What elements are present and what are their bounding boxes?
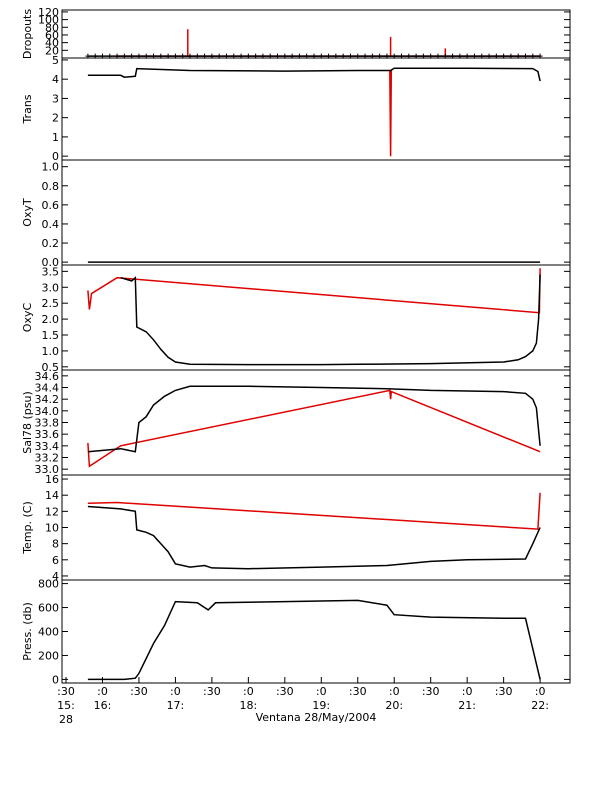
y-tick-label: 0.2 bbox=[42, 237, 60, 250]
y-tick-label: 14 bbox=[45, 489, 59, 502]
x-tick-label: :0 bbox=[389, 685, 400, 698]
y-tick-label: 34.4 bbox=[35, 382, 60, 395]
y-tick-label: 0 bbox=[52, 150, 59, 163]
x-tick-label: 22: bbox=[531, 699, 549, 712]
x-tick-label: 16: bbox=[94, 699, 112, 712]
x-tick-label: 18: bbox=[240, 699, 258, 712]
panel-frame bbox=[61, 159, 571, 266]
y-tick-label: 4 bbox=[52, 570, 59, 583]
y-tick-label: 34.6 bbox=[35, 370, 60, 383]
y-axis-label: OxyT bbox=[21, 198, 34, 227]
y-tick-label: 5 bbox=[52, 54, 59, 67]
y-axis-label: OxyC bbox=[21, 303, 34, 333]
panel-frame bbox=[61, 579, 571, 684]
y-tick-label: 34.2 bbox=[35, 393, 60, 406]
y-tick-label: 80 bbox=[45, 21, 59, 34]
x-tick-label: :30 bbox=[276, 685, 294, 698]
y-tick-label: 0.4 bbox=[42, 218, 60, 231]
y-tick-label: 400 bbox=[38, 626, 59, 639]
y-tick-label: 0.0 bbox=[42, 256, 60, 269]
y-tick-label: 16 bbox=[45, 473, 59, 486]
x-tick-label: :0 bbox=[316, 685, 327, 698]
data-line bbox=[117, 29, 541, 57]
x-tick-label: 21: bbox=[458, 699, 476, 712]
x-axis-label: Ventana 28/May/2004 bbox=[256, 711, 377, 724]
y-tick-label: 0 bbox=[52, 673, 59, 686]
y-tick-label: 60 bbox=[45, 29, 59, 42]
panel-frame bbox=[61, 474, 571, 581]
y-tick-label: 120 bbox=[38, 6, 59, 19]
x-tick-label: 20: bbox=[385, 699, 403, 712]
panel-frame bbox=[61, 264, 571, 371]
x-tick-label: 17: bbox=[167, 699, 185, 712]
x-tick-label: :0 bbox=[243, 685, 254, 698]
data-line bbox=[87, 389, 541, 468]
y-tick-label: 33.4 bbox=[35, 440, 60, 453]
y-tick-label: 33.2 bbox=[35, 452, 60, 465]
x-tick-label: :0 bbox=[535, 685, 546, 698]
y-tick-label: 34.0 bbox=[35, 405, 60, 418]
y-tick-label: 6 bbox=[52, 554, 59, 567]
data-line bbox=[87, 268, 541, 314]
y-tick-label: 1 bbox=[52, 131, 59, 144]
data-line bbox=[87, 505, 541, 570]
y-axis-label: Press. (db) bbox=[21, 602, 34, 661]
y-tick-label: 0.8 bbox=[42, 180, 60, 193]
y-tick-label: 3.5 bbox=[42, 265, 60, 278]
y-tick-label: 2.5 bbox=[42, 297, 60, 310]
y-tick-label: 20 bbox=[45, 44, 59, 57]
x-tick-label: :0 bbox=[462, 685, 473, 698]
y-tick-label: 10 bbox=[45, 522, 59, 535]
x-tick-label: :30 bbox=[57, 685, 75, 698]
x-tick-label: :30 bbox=[349, 685, 367, 698]
y-tick-label: 1.0 bbox=[42, 345, 60, 358]
y-tick-label: 8 bbox=[52, 538, 59, 551]
data-line bbox=[120, 274, 541, 366]
x-tick-label: :0 bbox=[97, 685, 108, 698]
x-tick-label: :0 bbox=[170, 685, 181, 698]
y-tick-label: 40 bbox=[45, 37, 59, 50]
y-tick-label: 3.0 bbox=[42, 281, 60, 294]
y-tick-label: 200 bbox=[38, 649, 59, 662]
y-tick-label: 3 bbox=[52, 92, 59, 105]
panel-frame bbox=[61, 9, 571, 59]
data-line bbox=[87, 67, 541, 82]
y-tick-label: 33.6 bbox=[35, 428, 60, 441]
data-line bbox=[87, 599, 541, 681]
y-tick-label: 12 bbox=[45, 505, 59, 518]
y-tick-label: 100 bbox=[38, 14, 59, 27]
y-tick-label: 800 bbox=[38, 578, 59, 591]
x-tick-label: 19: bbox=[312, 699, 330, 712]
y-tick-label: 33.0 bbox=[35, 463, 60, 476]
data-line bbox=[389, 69, 393, 157]
x-tick-label: :30 bbox=[422, 685, 440, 698]
y-axis-label: Temp. (C) bbox=[21, 501, 34, 555]
y-tick-label: 600 bbox=[38, 602, 59, 615]
x-tick-label: 28 bbox=[59, 713, 73, 726]
data-line bbox=[87, 385, 541, 453]
x-tick-label: :30 bbox=[495, 685, 513, 698]
y-tick-label: 0.5 bbox=[42, 361, 60, 374]
x-tick-label: :30 bbox=[203, 685, 221, 698]
y-axis-label: Trans bbox=[21, 94, 34, 124]
y-tick-label: 0.6 bbox=[42, 199, 60, 212]
y-axis-label: Dropouts bbox=[21, 9, 34, 59]
y-tick-label: 2 bbox=[52, 112, 59, 125]
y-tick-label: 2.0 bbox=[42, 313, 60, 326]
y-axis-label: Sal78 (psu) bbox=[21, 391, 34, 454]
y-tick-label: 4 bbox=[52, 73, 59, 86]
y-tick-label: 33.8 bbox=[35, 417, 60, 430]
panel-frame bbox=[61, 57, 571, 161]
y-tick-label: 1.5 bbox=[42, 329, 60, 342]
x-tick-label: :30 bbox=[130, 685, 148, 698]
y-tick-label: 1.0 bbox=[42, 161, 60, 174]
data-line bbox=[87, 492, 541, 530]
x-tick-label: 15: bbox=[57, 699, 75, 712]
